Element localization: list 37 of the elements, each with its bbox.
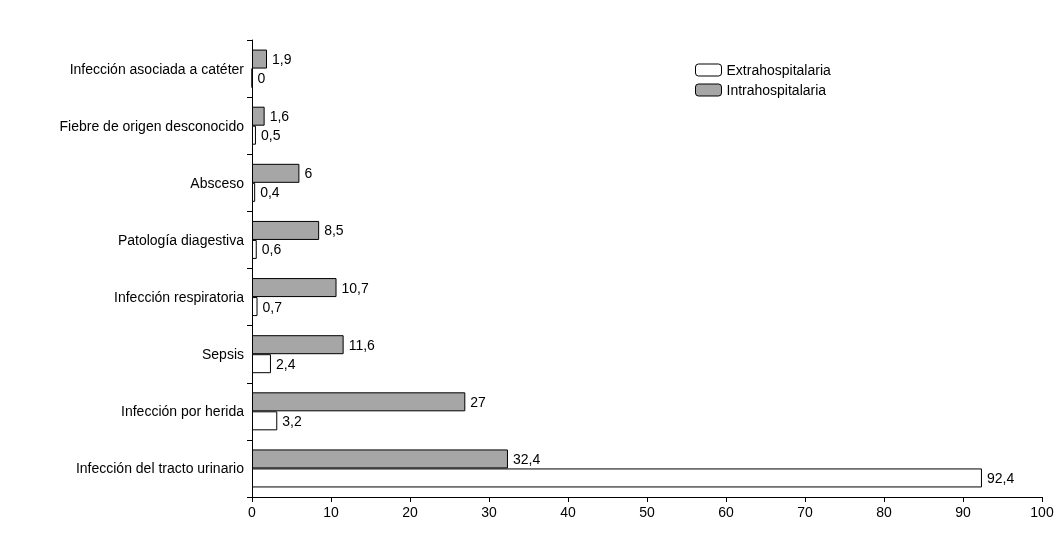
x-tick-label: 90 — [955, 504, 971, 520]
x-tick-label: 100 — [1030, 504, 1054, 520]
data-label: 32,4 — [512, 450, 541, 467]
x-tick-label: 0 — [248, 504, 257, 520]
data-label: 10,7 — [341, 279, 369, 296]
data-label: 0,6 — [261, 241, 282, 258]
data-label: 0,7 — [262, 298, 283, 315]
data-label: 92,4 — [986, 469, 1015, 486]
data-label: 0 — [257, 70, 266, 87]
y-tick-label: Absceso — [190, 174, 245, 191]
x-tick-label: 30 — [481, 504, 497, 520]
data-label: 0,5 — [260, 127, 281, 144]
y-tick-label: Fiebre de origen desconocido — [59, 117, 245, 134]
y-tick-label: Infección del tracto urinario — [75, 460, 245, 477]
x-tick-label: 50 — [639, 504, 655, 520]
y-tick-label: Infección respiratoria — [114, 289, 245, 306]
legend-label: Extrahospitalaria — [726, 62, 831, 78]
data-label: 3,2 — [282, 412, 302, 429]
data-label: 2,4 — [275, 355, 296, 372]
legend-label: Intrahospitalaria — [726, 82, 827, 98]
y-tick-label: Infección asociada a catéter — [69, 60, 245, 77]
data-label: 11,6 — [348, 336, 376, 353]
x-tick-label: 20 — [402, 504, 418, 520]
x-tick-label: 80 — [876, 504, 892, 520]
data-label: 6 — [304, 165, 313, 182]
y-tick-label: Sepsis — [201, 346, 244, 363]
data-label: 8,5 — [324, 222, 344, 239]
x-tick-label: 60 — [718, 504, 734, 520]
data-label: 27 — [470, 393, 487, 410]
y-tick-label: Infección por herida — [121, 403, 245, 420]
x-tick-label: 40 — [560, 504, 576, 520]
data-label: 1,6 — [269, 108, 290, 125]
x-tick-label: 70 — [797, 504, 813, 520]
x-tick-label: 10 — [323, 504, 339, 520]
y-tick-label: Patología diagestiva — [117, 231, 245, 248]
data-label: 0,4 — [260, 184, 280, 201]
data-label: 1,9 — [272, 51, 292, 68]
